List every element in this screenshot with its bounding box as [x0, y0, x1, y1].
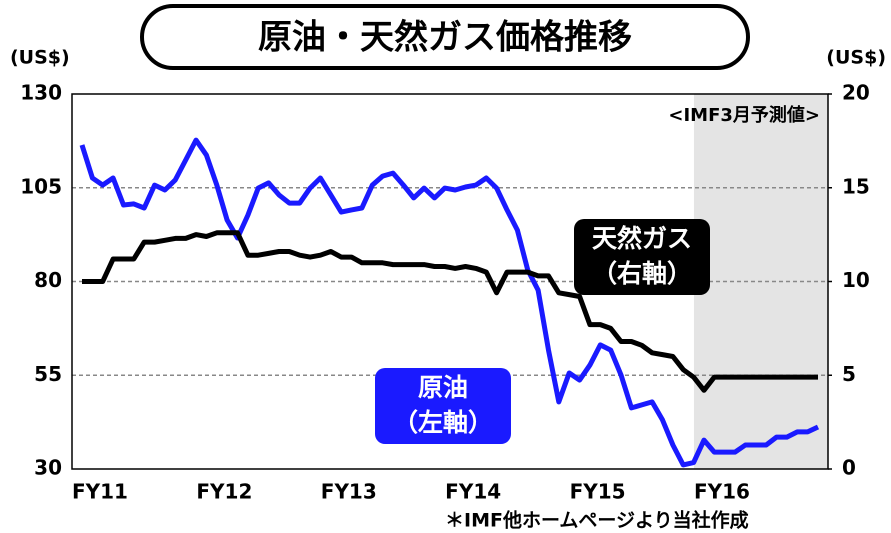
y-tick-label: 30 — [34, 456, 62, 480]
series-label-box — [574, 219, 710, 295]
y2-tick-label: 10 — [842, 268, 870, 292]
y2-tick-label: 15 — [842, 174, 870, 198]
plot-frame — [71, 93, 829, 470]
x-tick-label: FY12 — [196, 480, 252, 504]
series-axis-note: （左軸） — [393, 408, 493, 437]
series-line — [79, 137, 820, 468]
title-box — [140, 4, 750, 70]
x-tick-label: FY13 — [321, 480, 377, 504]
forecast-annotation: <IMF3月予測値> — [668, 104, 820, 126]
series-axis-note: （右軸） — [592, 259, 692, 288]
y-unit: (US$) — [10, 47, 70, 69]
chart-title: 原油・天然ガス価格推移 — [258, 18, 632, 58]
series-label-box — [375, 368, 511, 444]
y-tick-label: 105 — [20, 174, 62, 198]
y2-tick-label: 0 — [842, 456, 856, 480]
x-tick-label: FY11 — [72, 480, 128, 504]
x-tick-label: FY15 — [570, 480, 626, 504]
y2-tick-label: 5 — [842, 362, 856, 386]
y-tick-label: 130 — [20, 81, 62, 105]
y2-tick-label: 20 — [842, 81, 870, 105]
series-label: 原油 — [418, 373, 468, 402]
source-note: ＊IMF他ホームページより当社作成 — [445, 509, 749, 532]
series-label: 天然ガス — [592, 224, 692, 253]
x-tick-label: FY16 — [694, 480, 750, 504]
y2-unit: (US$) — [826, 47, 886, 69]
y-tick-label: 80 — [34, 268, 62, 292]
x-tick-label: FY14 — [445, 480, 501, 504]
series-line — [82, 230, 818, 393]
y-tick-label: 55 — [34, 362, 62, 386]
